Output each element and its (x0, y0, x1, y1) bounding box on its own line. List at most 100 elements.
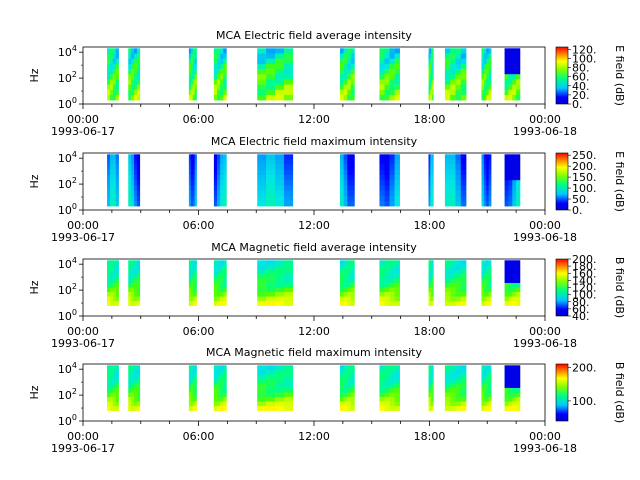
spectrogram-cell (107, 58, 111, 65)
spectrogram-cell (343, 79, 348, 85)
spectrogram-cell (134, 369, 138, 375)
spectrogram-cell (450, 392, 456, 398)
spectrogram-cell (432, 200, 434, 207)
spectrogram-cell (428, 369, 431, 375)
spectrogram-cell (107, 301, 111, 306)
spectrogram-cell (347, 301, 352, 306)
spectrogram-cell (136, 175, 141, 181)
spectrogram-cell (194, 79, 197, 85)
spectrogram-cell (486, 406, 489, 411)
spectrogram-cell (136, 278, 141, 284)
spectrogram-cell (428, 53, 431, 59)
spectrogram-cell (188, 53, 192, 59)
spectrogram-cell (213, 69, 218, 75)
spectrogram-cell (444, 278, 451, 284)
spectrogram-cell (444, 185, 451, 191)
spectrogram-cell (384, 185, 390, 191)
spectrogram-cell (394, 378, 400, 384)
spectrogram-cell (217, 180, 221, 186)
spectrogram-cell (136, 273, 141, 279)
spectrogram-cell (430, 387, 433, 393)
spectrogram-cell (266, 159, 276, 165)
spectrogram-cell (384, 53, 390, 59)
spectrogram-cell (339, 365, 344, 371)
spectrogram-cell (428, 69, 431, 75)
spectrogram-cell (266, 406, 276, 411)
spectrogram-cell (504, 292, 509, 297)
spectrogram-cell (112, 58, 117, 65)
spectrogram-cell (450, 69, 456, 75)
spectrogram-cell (283, 365, 294, 371)
spectrogram-cell (516, 397, 521, 402)
spectrogram-cell (194, 63, 197, 70)
spectrogram-cell (188, 374, 192, 380)
spectrogram-cell (450, 195, 456, 202)
colorbar-label: B field (dB) (613, 257, 626, 318)
spectrogram-cell (460, 269, 467, 275)
spectrogram-cell (343, 287, 348, 293)
spectrogram-cell (188, 185, 192, 191)
spectrogram-cell (192, 401, 195, 407)
spectrogram-cell (283, 190, 294, 197)
spectrogram-cell (339, 89, 344, 96)
spectrogram-cell (136, 260, 141, 266)
spectrogram-cell (512, 94, 517, 101)
spectrogram-cell (455, 269, 462, 275)
spectrogram-cell (483, 365, 487, 371)
spectrogram-cell (343, 69, 348, 75)
spectrogram-cell (430, 365, 433, 371)
spectrogram-cell (384, 190, 390, 197)
spectrogram-cell (128, 185, 132, 191)
spectrogram-cell (432, 164, 434, 171)
spectrogram-cell (257, 387, 267, 393)
spectrogram-cell (109, 287, 114, 293)
spectrogram-cell (455, 200, 462, 207)
y-tick-label: 100 (58, 202, 77, 217)
spectrogram-cell (266, 169, 276, 176)
spectrogram-cell (115, 264, 119, 270)
spectrogram-cell (488, 195, 492, 202)
spectrogram-cell (460, 185, 467, 191)
spectrogram-cell (483, 278, 487, 284)
spectrogram-cell (107, 190, 111, 197)
spectrogram-cell (223, 159, 227, 165)
spectrogram-cell (481, 69, 485, 75)
colorbar-tick-label: 150. (572, 171, 597, 184)
spectrogram-cell (428, 406, 431, 411)
spectrogram-cell (460, 159, 467, 165)
spectrogram-cell (213, 406, 218, 411)
spectrogram-cell (115, 200, 119, 207)
spectrogram-cell (339, 301, 344, 306)
spectrogram-cell (379, 260, 385, 266)
spectrogram-cell (115, 94, 119, 101)
spectrogram-cell (379, 374, 385, 380)
spectrogram-cell (389, 260, 395, 266)
spectrogram-cell (389, 175, 395, 181)
spectrogram-cell (516, 301, 521, 306)
spectrogram-cell (486, 190, 489, 197)
spectrogram-cell (339, 392, 344, 398)
spectrogram-cell (483, 383, 487, 389)
spectrogram-cell (223, 260, 227, 266)
spectrogram-cell (504, 264, 509, 270)
spectrogram-cell (213, 278, 218, 284)
y-tick-label: 102 (58, 176, 77, 191)
data-block (379, 154, 400, 207)
colorbar-tick-label: 140. (572, 274, 597, 287)
spectrogram-cell (430, 378, 433, 384)
spectrogram-cell (486, 169, 489, 176)
spectrogram-cell (194, 89, 197, 96)
spectrogram-cell (131, 296, 135, 302)
spectrogram-cell (455, 406, 462, 411)
spectrogram-cell (339, 378, 344, 384)
spectrogram-cell (432, 94, 434, 101)
spectrogram-cell (192, 89, 195, 96)
spectrogram-cell (128, 387, 132, 393)
spectrogram-cell (379, 406, 385, 411)
data-block (481, 260, 492, 306)
spectrogram-cell (504, 287, 509, 293)
spectrogram-cell (455, 401, 462, 407)
colorbar (555, 258, 569, 317)
spectrogram-cell (460, 89, 467, 96)
spectrogram-cell (483, 84, 487, 91)
